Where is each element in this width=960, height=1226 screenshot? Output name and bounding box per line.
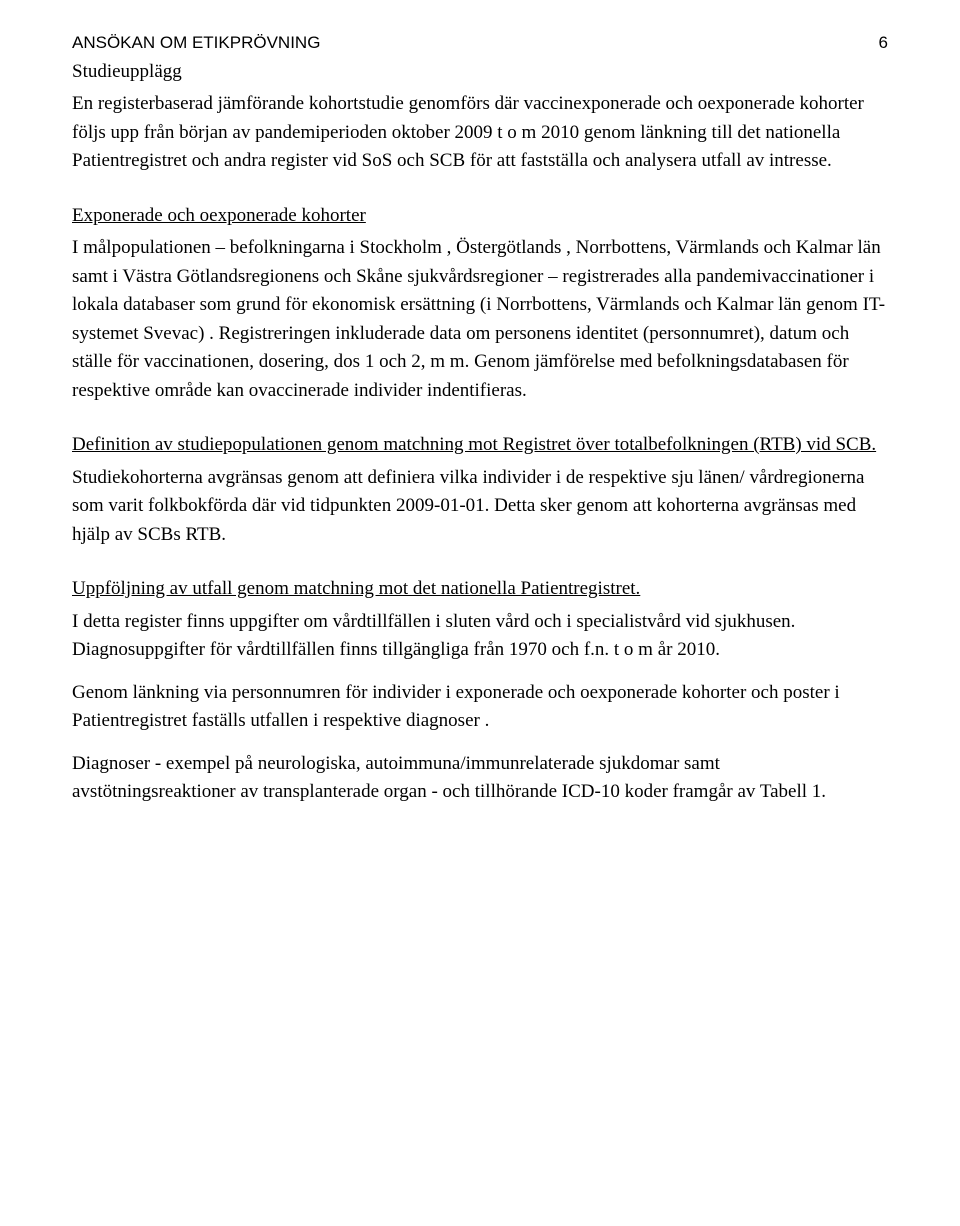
intro-paragraph: En registerbaserad jämförande kohortstud…: [72, 90, 888, 176]
uppfoljning-para1: I detta register finns uppgifter om vård…: [72, 608, 888, 665]
page-header: ANSÖKAN OM ETIKPRÖVNING 6: [72, 30, 888, 56]
studieupplagg-label: Studieupplägg: [72, 58, 888, 87]
definition-heading: Definition av studiepopulationen genom m…: [72, 431, 888, 460]
uppfoljning-section: Uppföljning av utfall genom matchning mo…: [72, 575, 888, 807]
exponerade-section: Exponerade och oexponerade kohorter I må…: [72, 202, 888, 406]
uppfoljning-heading: Uppföljning av utfall genom matchning mo…: [72, 575, 888, 604]
document-page: ANSÖKAN OM ETIKPRÖVNING 6 Studieupplägg …: [0, 0, 960, 1226]
intro-text: En registerbaserad jämförande kohortstud…: [72, 90, 888, 176]
definition-paragraph: Studiekohorterna avgränsas genom att def…: [72, 464, 888, 550]
diagnoser-paragraph: Diagnoser - exempel på neurologiska, aut…: [72, 750, 888, 807]
page-number: 6: [879, 30, 888, 56]
exponerade-heading: Exponerade och oexponerade kohorter: [72, 202, 888, 231]
definition-section: Definition av studiepopulationen genom m…: [72, 431, 888, 549]
exponerade-paragraph: I målpopulationen – befolkningarna i Sto…: [72, 234, 888, 405]
header-left: ANSÖKAN OM ETIKPRÖVNING: [72, 30, 320, 56]
uppfoljning-para2: Genom länkning via personnumren för indi…: [72, 679, 888, 736]
